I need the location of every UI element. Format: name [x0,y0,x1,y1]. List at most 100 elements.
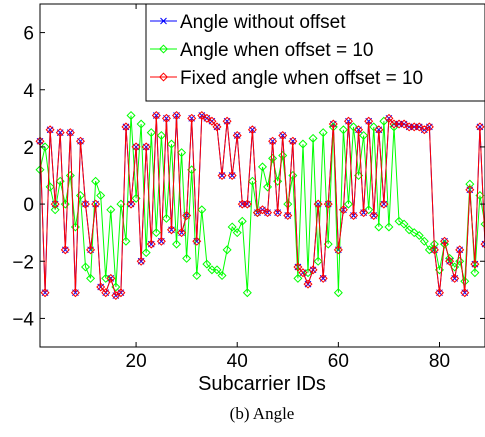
data-point-angle-when-offset-10 [151,228,161,238]
data-point-fixed-angle-when-offset-10 [283,211,293,221]
data-point-fixed-angle-when-offset-10 [96,282,106,292]
data-point-angle-when-offset-10 [419,236,429,246]
data-point-angle-when-offset-10 [182,253,192,263]
data-point-fixed-angle-when-offset-10 [207,116,217,126]
legend-label-angle-without-offset: Angle without offset [180,12,346,33]
legend-entry-fixed-angle-when-offset-10: Fixed angle when offset = 10 [150,68,423,89]
x-tick-label: 60 [328,351,349,372]
data-point-angle-when-offset-10 [399,219,409,229]
data-point-angle-when-offset-10 [126,110,136,120]
data-point-fixed-angle-when-offset-10 [161,113,171,123]
x-tick-label: 40 [227,351,248,372]
data-point-fixed-angle-when-offset-10 [333,245,343,255]
data-point-fixed-angle-when-offset-10 [450,273,460,283]
data-point-fixed-angle-when-offset-10 [399,119,409,129]
data-point-fixed-angle-when-offset-10 [323,199,333,209]
data-point-angle-when-offset-10 [106,205,116,215]
data-point-fixed-angle-when-offset-10 [359,208,369,218]
y-tick-label: 0 [23,195,34,216]
data-point-fixed-angle-when-offset-10 [156,236,166,246]
data-point-fixed-angle-when-offset-10 [232,130,242,140]
data-point-fixed-angle-when-offset-10 [429,245,439,255]
data-point-fixed-angle-when-offset-10 [465,185,475,195]
data-point-fixed-angle-when-offset-10 [202,113,212,123]
data-point-fixed-angle-when-offset-10 [141,142,151,152]
legend: Angle without offset Angle when offset = … [145,3,485,102]
data-point-angle-when-offset-10 [338,125,348,135]
data-point-angle-when-offset-10 [470,268,480,278]
data-point-fixed-angle-when-offset-10 [227,170,237,181]
data-point-fixed-angle-when-offset-10 [65,128,75,138]
data-point-angle-when-offset-10 [75,191,85,201]
data-point-angle-when-offset-10 [91,176,101,186]
data-point-fixed-angle-when-offset-10 [257,205,268,215]
legend-swatch-marker [158,72,169,82]
data-point-fixed-angle-when-offset-10 [187,113,197,123]
x-tick-label: 20 [126,351,147,372]
data-point-fixed-angle-when-offset-10 [470,259,480,269]
data-point-angle-when-offset-10 [121,236,131,246]
data-point-angle-when-offset-10 [217,271,227,281]
legend-entry-angle-without-offset: Angle without offset [150,12,346,33]
legend-label-fixed-angle-when-offset-10: Fixed angle when offset = 10 [180,68,423,89]
data-point-angle-when-offset-10 [257,162,268,172]
data-point-fixed-angle-when-offset-10 [50,199,60,209]
data-point-fixed-angle-when-offset-10 [328,119,338,129]
data-point-fixed-angle-when-offset-10 [217,170,227,181]
data-point-fixed-angle-when-offset-10 [308,265,318,275]
legend-label-angle-when-offset-10: Angle when offset = 10 [180,40,374,61]
data-point-fixed-angle-when-offset-10 [440,236,450,246]
data-point-angle-when-offset-10 [293,273,303,283]
legend-swatch-marker [158,44,169,54]
data-point-fixed-angle-when-offset-10 [288,136,298,146]
data-point-fixed-angle-when-offset-10 [273,208,283,218]
data-point-angle-when-offset-10 [166,139,176,149]
x-axis-label: Subcarrier IDs [198,373,326,395]
data-point-fixed-angle-when-offset-10 [86,245,96,255]
data-point-fixed-angle-when-offset-10 [293,262,303,272]
data-point-fixed-angle-when-offset-10 [212,122,222,132]
data-point-angle-when-offset-10 [45,182,55,192]
data-point-fixed-angle-when-offset-10 [197,110,207,120]
y-tick-label: 6 [23,24,34,45]
data-point-fixed-angle-when-offset-10 [136,256,146,266]
data-point-fixed-angle-when-offset-10 [384,113,394,123]
data-point-fixed-angle-when-offset-10 [45,125,55,135]
data-point-angle-when-offset-10 [404,225,414,235]
data-point-angle-when-offset-10 [394,216,404,226]
data-point-fixed-angle-when-offset-10 [263,208,273,218]
series-line-angle-when-offset-10 [39,115,485,293]
y-tick-label: 2 [23,138,34,159]
data-point-fixed-angle-when-offset-10 [70,288,80,298]
data-point-angle-when-offset-10 [40,142,50,152]
data-point-fixed-angle-when-offset-10 [182,211,192,221]
data-point-fixed-angle-when-offset-10 [460,288,470,298]
data-point-angle-when-offset-10 [414,231,424,241]
y-tick-label: −2 [12,252,34,273]
data-point-angle-when-offset-10 [146,128,156,138]
legend-swatch-marker [160,17,167,25]
data-point-angle-when-offset-10 [455,256,465,266]
data-point-fixed-angle-when-offset-10 [278,130,288,140]
data-point-angle-when-offset-10 [369,122,379,132]
data-point-fixed-angle-when-offset-10 [364,116,374,126]
data-point-angle-when-offset-10 [96,191,106,201]
data-point-fixed-angle-when-offset-10 [475,122,485,132]
data-point-fixed-angle-when-offset-10 [313,199,323,209]
data-point-fixed-angle-when-offset-10 [151,110,161,120]
data-point-angle-when-offset-10 [343,199,353,209]
data-point-angle-when-offset-10 [227,222,237,232]
figure-caption: (b) Angle [230,404,295,423]
data-point-fixed-angle-when-offset-10 [146,239,156,249]
data-point-fixed-angle-when-offset-10 [349,211,359,221]
data-point-angle-when-offset-10 [480,219,485,229]
data-point-angle-when-offset-10 [65,170,75,181]
data-point-fixed-angle-when-offset-10 [40,288,50,298]
data-point-angle-when-offset-10 [465,179,475,189]
data-point-angle-when-offset-10 [86,273,96,283]
data-point-angle-when-offset-10 [247,176,257,186]
series-fixed-angle-when-offset-10 [35,110,485,301]
data-point-angle-when-offset-10 [374,222,384,232]
data-point-angle-when-offset-10 [60,199,70,209]
